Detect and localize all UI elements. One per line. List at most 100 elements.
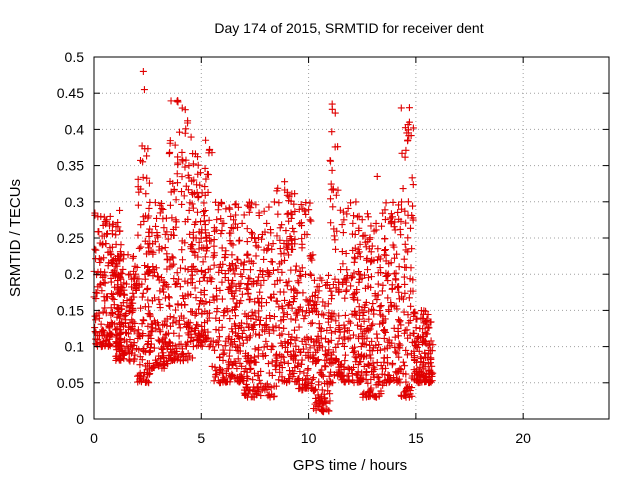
data-point <box>137 372 145 380</box>
data-point <box>374 280 382 288</box>
data-point <box>284 302 292 310</box>
data-point <box>307 217 315 225</box>
data-point <box>360 317 368 325</box>
data-point <box>314 402 322 410</box>
data-point <box>260 255 268 263</box>
data-point <box>164 235 172 243</box>
data-point <box>256 288 264 296</box>
data-point <box>276 260 284 268</box>
data-point <box>231 312 239 320</box>
data-point <box>96 281 104 289</box>
data-point <box>156 326 164 334</box>
data-point <box>284 359 292 367</box>
data-point <box>197 297 205 305</box>
data-point <box>283 245 291 253</box>
data-point <box>252 252 260 260</box>
data-point <box>358 216 366 224</box>
data-point <box>412 343 420 351</box>
data-point <box>336 206 344 214</box>
data-point <box>140 348 148 356</box>
data-point <box>259 230 267 238</box>
x-tick-label: 0 <box>90 430 98 446</box>
data-point <box>429 369 437 377</box>
data-point <box>351 244 359 252</box>
data-point <box>302 210 310 218</box>
data-point <box>343 327 351 335</box>
data-point <box>181 163 189 171</box>
data-point <box>374 381 382 389</box>
data-point <box>188 271 196 279</box>
data-point <box>166 148 174 156</box>
data-point <box>301 381 309 389</box>
data-point <box>399 185 407 193</box>
data-point <box>117 269 125 277</box>
data-point <box>230 358 238 366</box>
data-point <box>106 248 114 256</box>
data-point <box>126 319 134 327</box>
data-point <box>143 286 151 294</box>
data-point <box>139 67 147 75</box>
data-point <box>281 338 289 346</box>
data-point <box>387 374 395 382</box>
data-point <box>129 254 137 262</box>
data-point <box>322 363 330 371</box>
data-point <box>280 358 288 366</box>
data-point <box>359 353 367 361</box>
data-point <box>313 308 321 316</box>
data-point <box>227 212 235 220</box>
data-point <box>283 310 291 318</box>
data-point <box>182 156 190 164</box>
data-point <box>245 359 253 367</box>
data-point <box>203 170 211 178</box>
data-point <box>229 241 237 249</box>
data-point <box>307 251 315 259</box>
data-point <box>134 201 142 209</box>
data-point <box>382 364 390 372</box>
x-tick-label: 10 <box>301 430 317 446</box>
data-point <box>167 188 175 196</box>
data-point <box>340 275 348 283</box>
data-point <box>354 249 362 257</box>
data-point <box>137 304 145 312</box>
data-point <box>246 332 254 340</box>
data-point <box>181 320 189 328</box>
data-point <box>387 210 395 218</box>
data-point <box>145 179 153 187</box>
data-point <box>296 348 304 356</box>
data-point <box>209 343 217 351</box>
data-point <box>300 315 308 323</box>
data-point <box>361 301 369 309</box>
data-point <box>184 215 192 223</box>
data-point <box>205 149 213 157</box>
data-point <box>339 260 347 268</box>
data-point <box>348 366 356 374</box>
data-point <box>220 312 228 320</box>
data-point <box>258 302 266 310</box>
data-point <box>312 399 320 407</box>
data-point <box>354 368 362 376</box>
data-point <box>130 327 138 335</box>
data-point <box>302 376 310 384</box>
data-point <box>189 150 197 158</box>
data-point <box>251 298 259 306</box>
data-point <box>201 226 209 234</box>
data-point <box>161 362 169 370</box>
data-point <box>238 362 246 370</box>
data-point <box>259 268 267 276</box>
data-point <box>101 279 109 287</box>
data-point <box>194 161 202 169</box>
data-point <box>187 278 195 286</box>
data-point <box>214 377 222 385</box>
data-point <box>145 244 153 252</box>
data-point <box>175 332 183 340</box>
data-point <box>231 270 239 278</box>
y-tick-label: 0.15 <box>57 302 84 318</box>
data-point <box>335 312 343 320</box>
data-point <box>326 397 334 405</box>
data-point <box>206 265 214 273</box>
data-point <box>229 328 237 336</box>
data-point <box>404 234 412 242</box>
data-point <box>134 175 142 183</box>
data-point <box>114 218 122 226</box>
